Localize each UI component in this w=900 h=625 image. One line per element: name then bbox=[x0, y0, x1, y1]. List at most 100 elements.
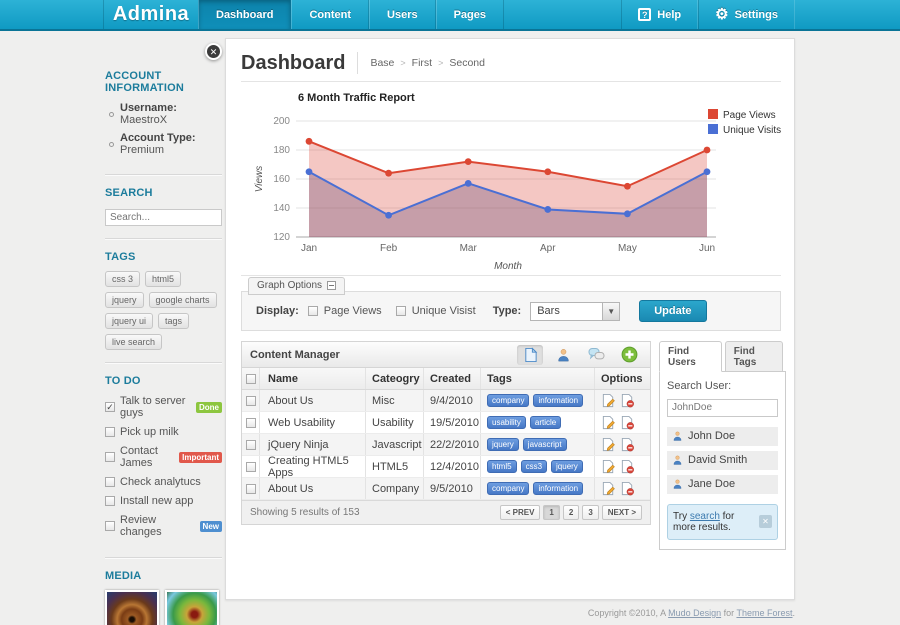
row-checkbox[interactable] bbox=[245, 461, 256, 472]
users-button[interactable] bbox=[550, 345, 576, 365]
list-item: Username: MaestroX bbox=[109, 102, 222, 126]
add-button[interactable] bbox=[616, 345, 642, 365]
series-line bbox=[308, 170, 708, 217]
nav-item-content[interactable]: Content bbox=[291, 0, 370, 29]
tag-pill[interactable]: jquery bbox=[105, 292, 144, 308]
user-result-row[interactable]: David Smith bbox=[667, 450, 778, 470]
user-result-row[interactable]: John Doe bbox=[667, 426, 778, 446]
tab-find-tags[interactable]: Find Tags bbox=[724, 341, 783, 372]
delete-icon[interactable] bbox=[620, 459, 635, 474]
column-tags[interactable]: Tags bbox=[481, 368, 595, 389]
todo-checkbox[interactable] bbox=[105, 477, 115, 487]
todo-checkbox[interactable] bbox=[105, 427, 115, 437]
edit-icon[interactable] bbox=[601, 393, 616, 408]
tag-pill[interactable]: html5 bbox=[145, 271, 182, 287]
content-tag-pill[interactable]: css3 bbox=[520, 460, 548, 473]
todo-checkbox[interactable] bbox=[105, 521, 115, 531]
media-thumbnail[interactable] bbox=[165, 590, 219, 625]
todo-item: ✓ Talk to server guys Done bbox=[105, 395, 222, 419]
edit-icon[interactable] bbox=[601, 459, 616, 474]
tag-pill[interactable]: tags bbox=[158, 313, 190, 329]
tag-pill[interactable]: jquery ui bbox=[105, 313, 154, 329]
help-icon: ? bbox=[638, 8, 652, 21]
content-tag-pill[interactable]: usability bbox=[487, 416, 526, 429]
search-user-input[interactable] bbox=[667, 398, 778, 417]
chart-type-select[interactable]: Bars ▼ bbox=[530, 301, 621, 321]
comments-button[interactable] bbox=[583, 345, 609, 365]
todo-item: Check analytucs bbox=[105, 476, 222, 488]
search-link[interactable]: search bbox=[689, 510, 720, 522]
table-row: jQuery Ninja Javascript 22/2/2010 jquery jav… bbox=[242, 434, 650, 456]
tags-section: TAGS css 3 html5 jquery google charts jquery… bbox=[105, 239, 222, 363]
tag-pill[interactable]: live search bbox=[105, 334, 163, 350]
help-button[interactable]: ? Help bbox=[621, 0, 699, 29]
hint-close-icon[interactable]: ✕ bbox=[759, 515, 772, 528]
documents-button[interactable] bbox=[517, 344, 543, 365]
edit-icon[interactable] bbox=[601, 481, 616, 496]
display-checkbox[interactable] bbox=[307, 306, 318, 316]
row-checkbox[interactable] bbox=[245, 395, 256, 406]
close-sidebar-button[interactable]: ✕ bbox=[205, 43, 222, 60]
delete-icon[interactable] bbox=[620, 437, 635, 452]
mudo-design-link[interactable]: Mudo Design bbox=[668, 608, 722, 618]
page-button[interactable]: 3 bbox=[582, 505, 599, 520]
row-checkbox[interactable] bbox=[245, 439, 256, 450]
page-button[interactable]: 1 bbox=[543, 505, 560, 520]
column-options[interactable]: Options bbox=[601, 372, 643, 385]
tag-pill[interactable]: google charts bbox=[148, 292, 217, 308]
data-point bbox=[624, 210, 631, 218]
legend-swatch bbox=[708, 109, 718, 119]
content-tag-pill[interactable]: javascript bbox=[522, 438, 567, 451]
breadcrumb-item[interactable]: Second bbox=[449, 57, 485, 69]
column-created[interactable]: Created bbox=[424, 368, 481, 389]
content-tag-pill[interactable]: company bbox=[487, 394, 530, 407]
cell-options bbox=[595, 456, 650, 477]
todo-item: Install new app bbox=[105, 495, 222, 507]
search-input[interactable] bbox=[105, 209, 222, 226]
row-checkbox[interactable] bbox=[245, 483, 256, 494]
edit-icon[interactable] bbox=[601, 437, 616, 452]
todo-checkbox[interactable] bbox=[105, 496, 115, 506]
update-button[interactable]: Update bbox=[639, 300, 707, 322]
content-tag-pill[interactable]: jquery bbox=[487, 438, 519, 451]
page-button[interactable]: < PREV bbox=[499, 505, 541, 520]
settings-button[interactable]: ⚙ Settings bbox=[698, 0, 795, 29]
page-button[interactable]: 2 bbox=[562, 505, 580, 520]
content-tag-pill[interactable]: company bbox=[487, 482, 530, 495]
tab-find-users[interactable]: Find Users bbox=[659, 341, 722, 372]
content-tag-pill[interactable]: article bbox=[529, 416, 562, 429]
chart-type-value: Bars bbox=[537, 305, 560, 317]
content-tag-pill[interactable]: information bbox=[533, 394, 584, 407]
content-tag-pill[interactable]: information bbox=[533, 482, 584, 495]
list-item: Account Type: Premium bbox=[109, 132, 222, 156]
nav-item-users[interactable]: Users bbox=[369, 0, 436, 29]
x-axis-label: Month bbox=[494, 261, 522, 272]
breadcrumb-item[interactable]: First bbox=[411, 57, 433, 69]
column-category[interactable]: Cateogry bbox=[366, 368, 424, 389]
nav-item-pages[interactable]: Pages bbox=[435, 0, 505, 29]
breadcrumb-item[interactable]: Base bbox=[370, 57, 395, 69]
todo-checkbox[interactable]: ✓ bbox=[105, 402, 115, 412]
user-result-row[interactable]: Jane Doe bbox=[667, 474, 778, 494]
tag-pill[interactable]: css 3 bbox=[105, 271, 141, 287]
x-tick-label: Jan bbox=[301, 243, 317, 254]
cell-options bbox=[595, 390, 650, 411]
content-tag-pill[interactable]: html5 bbox=[487, 460, 517, 473]
todo-checkbox[interactable] bbox=[105, 452, 115, 462]
graph-options-tab[interactable]: Graph Options bbox=[248, 277, 346, 295]
delete-icon[interactable] bbox=[620, 415, 635, 430]
edit-icon[interactable] bbox=[601, 415, 616, 430]
theme-forest-link[interactable]: Theme Forest bbox=[736, 608, 793, 618]
delete-icon[interactable] bbox=[620, 393, 635, 408]
select-all-checkbox[interactable] bbox=[245, 373, 256, 384]
page-button[interactable]: NEXT > bbox=[601, 505, 642, 520]
content-tag-pill[interactable]: jquery bbox=[551, 460, 583, 473]
delete-icon[interactable] bbox=[620, 481, 635, 496]
media-thumbnail[interactable] bbox=[105, 590, 159, 625]
content-manager-header: Content Manager bbox=[242, 342, 650, 368]
display-checkbox[interactable] bbox=[395, 306, 406, 316]
nav-item-dashboard[interactable]: Dashboard bbox=[198, 0, 292, 29]
plus-icon bbox=[621, 346, 637, 363]
column-name[interactable]: Name bbox=[260, 368, 366, 389]
row-checkbox[interactable] bbox=[245, 417, 256, 428]
